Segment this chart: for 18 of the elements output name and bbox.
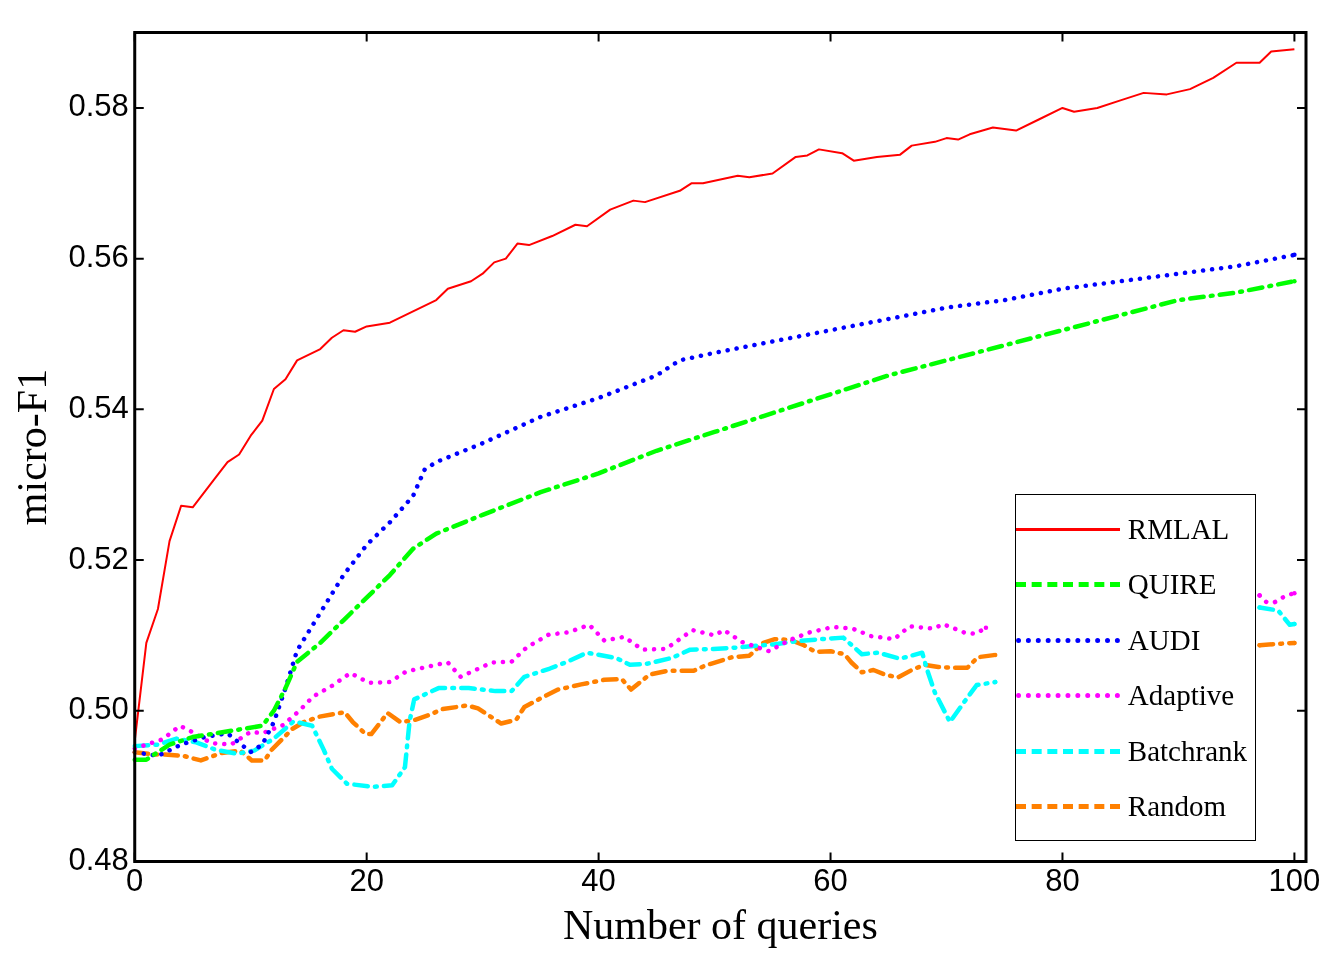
y-tick-label: 0.58 [68, 88, 129, 124]
legend-label: QUIRE [1127, 568, 1217, 602]
legend-label: Random [1127, 790, 1227, 824]
x-axis-title: Number of queries [562, 901, 878, 948]
y-tick-label: 0.54 [68, 389, 129, 425]
legend-label: Batchrank [1127, 734, 1247, 768]
x-tick-label: 60 [813, 862, 848, 898]
y-tick-label: 0.50 [68, 691, 129, 727]
y-tick-label: 0.52 [68, 540, 129, 576]
x-tick-label: 100 [1268, 862, 1321, 898]
y-axis-title: micro-F1 [9, 368, 56, 526]
y-tick-label: 0.56 [68, 239, 129, 275]
legend-label: AUDI [1127, 623, 1201, 657]
legend-label: RMLAL [1127, 512, 1230, 546]
x-tick-label: 40 [581, 862, 616, 898]
legend-label: Adaptive [1127, 679, 1235, 713]
x-tick-label: 80 [1045, 862, 1080, 898]
x-tick-label: 20 [349, 862, 384, 898]
